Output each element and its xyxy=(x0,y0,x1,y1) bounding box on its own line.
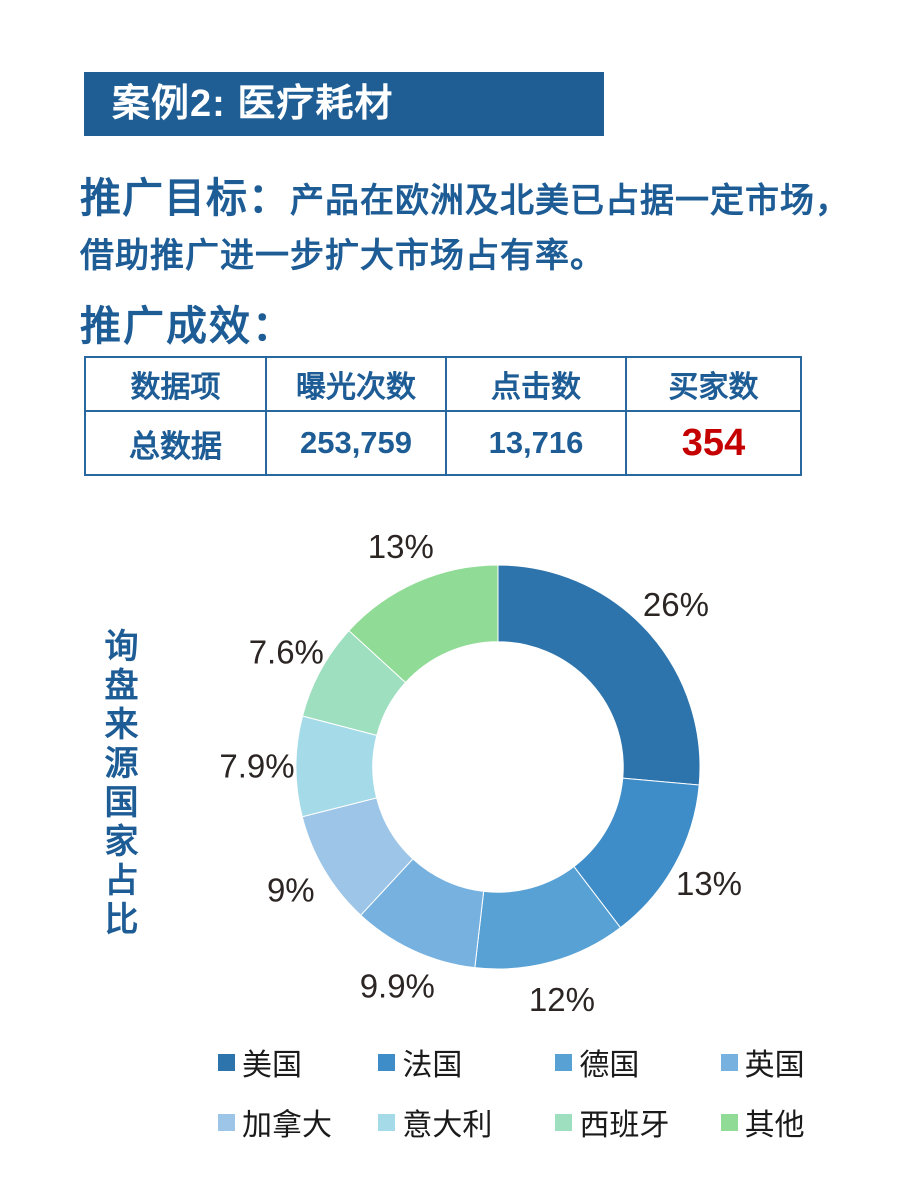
legend-swatch-icon xyxy=(720,1053,738,1071)
results-table: 数据项 曝光次数 点击数 买家数 总数据 253,759 13,716 354 xyxy=(84,356,802,476)
legend-label: 其他 xyxy=(744,1109,805,1142)
donut-slice-7 xyxy=(348,564,499,684)
legend-item-2: 德国 xyxy=(555,1040,720,1084)
promotion-goal-text: 产品在欧洲及北美已占据一定市场， xyxy=(290,182,850,220)
legend-swatch-icon xyxy=(555,1113,573,1131)
legend-label: 德国 xyxy=(579,1049,640,1082)
banner-title: 案例2: 医疗耗材 xyxy=(112,83,394,125)
chart-vertical-title: 询盘来源国家占比 xyxy=(99,628,137,940)
percent-label-2: 12% xyxy=(529,981,595,1018)
legend-item-6: 西班牙 xyxy=(555,1100,720,1144)
table-header-buyers: 买家数 xyxy=(625,356,802,412)
legend-label: 加拿大 xyxy=(242,1109,332,1142)
legend-label: 法国 xyxy=(402,1049,463,1082)
donut-chart: 26% 13% 12% 9.9% 9% 7.9% 7.6% 13% xyxy=(219,528,742,1018)
legend-label: 西班牙 xyxy=(579,1109,670,1142)
legend-label: 英国 xyxy=(744,1049,805,1082)
legend-row-1: 加拿大 意大利 西班牙 其他 xyxy=(218,1092,878,1152)
promotion-goal-line2: 借助推广进一步扩大市场占有率。 xyxy=(80,237,605,275)
legend-item-7: 其他 xyxy=(720,1100,878,1144)
legend-swatch-icon xyxy=(378,1053,396,1071)
legend-swatch-icon xyxy=(218,1053,235,1071)
percent-label-5: 7.9% xyxy=(219,748,294,785)
results-heading: 推广成效： xyxy=(80,303,295,349)
section-banner: 案例2: 医疗耗材 xyxy=(84,72,604,136)
legend-row-0: 美国 法国 德国 英国 xyxy=(218,1032,878,1092)
table-header-row: 数据项 曝光次数 点击数 买家数 xyxy=(84,356,802,412)
legend-item-5: 意大利 xyxy=(378,1100,555,1144)
chart-legend: 美国 法国 德国 英国加拿大 意大利 西班牙 其他 xyxy=(218,1032,878,1152)
table-row: 总数据 253,759 13,716 354 xyxy=(84,410,802,476)
table-header-exposures: 曝光次数 xyxy=(265,356,447,412)
percent-label-4: 9% xyxy=(267,872,315,909)
table-cell-exposures: 253,759 xyxy=(265,410,447,476)
percent-label-0: 26% xyxy=(643,586,709,623)
legend-item-0: 美国 xyxy=(218,1040,378,1084)
percent-label-1: 13% xyxy=(676,865,742,902)
legend-item-4: 加拿大 xyxy=(218,1100,378,1144)
legend-swatch-icon xyxy=(555,1053,573,1071)
legend-label: 美国 xyxy=(242,1049,302,1082)
percent-label-3: 9.9% xyxy=(360,968,435,1005)
promotion-goal-label: 推广目标： xyxy=(80,175,290,221)
table-header-item: 数据项 xyxy=(84,356,267,412)
legend-swatch-icon xyxy=(218,1113,235,1131)
promotion-goal-line1: 推广目标：产品在欧洲及北美已占据一定市场， xyxy=(80,164,850,224)
table-header-clicks: 点击数 xyxy=(445,356,627,412)
table-cell-clicks: 13,716 xyxy=(445,410,627,476)
table-cell-name: 总数据 xyxy=(84,410,267,476)
donut-slice-0 xyxy=(497,564,701,786)
percent-label-6: 7.6% xyxy=(249,633,324,670)
legend-label: 意大利 xyxy=(402,1109,493,1142)
table-cell-buyers: 354 xyxy=(625,410,802,476)
legend-swatch-icon xyxy=(378,1113,396,1131)
legend-swatch-icon xyxy=(720,1113,738,1131)
percent-label-7: 13% xyxy=(368,528,434,565)
legend-item-3: 英国 xyxy=(720,1040,878,1084)
legend-item-1: 法国 xyxy=(378,1040,555,1084)
